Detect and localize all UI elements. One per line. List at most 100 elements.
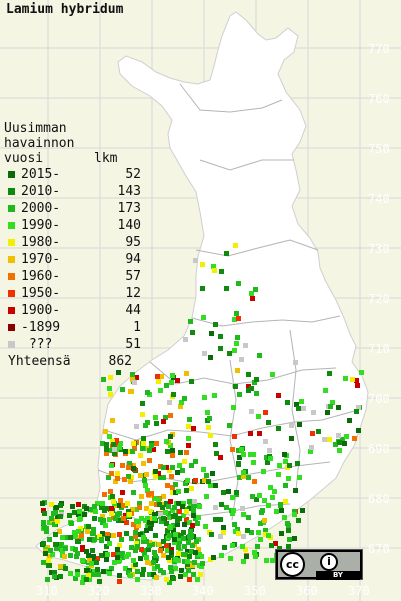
occurrence-square [211,264,216,269]
occurrence-square [159,519,164,524]
occurrence-square [265,460,270,465]
occurrence-square [128,479,133,484]
occurrence-square [143,423,148,428]
occurrence-square [153,533,158,538]
occurrence-square [264,558,269,563]
occurrence-square [58,514,63,519]
legend-swatch [8,239,15,246]
occurrence-square [52,522,57,527]
occurrence-square [68,535,73,540]
occurrence-square [169,550,174,555]
occurrence-square [135,577,140,582]
occurrence-square [230,447,235,452]
occurrence-square [120,387,125,392]
legend-row: 1970- 94 [4,251,141,268]
legend-heading-1: Uusimman [4,121,67,136]
occurrence-square [257,353,262,358]
occurrence-square [170,508,175,513]
cc-license-badge[interactable]: cc i BY [275,549,363,580]
occurrence-square [356,405,361,410]
occurrence-square [355,383,360,388]
occurrence-square [134,375,139,380]
y-tick-label: 750 [368,142,390,156]
occurrence-square [167,515,172,520]
legend-swatch [8,188,15,195]
occurrence-square [130,507,135,512]
occurrence-square [184,450,189,455]
occurrence-square [138,556,143,561]
y-tick-label: 680 [368,492,390,506]
occurrence-square [177,536,182,541]
occurrence-square [233,384,238,389]
occurrence-square [165,449,170,454]
occurrence-square [157,542,162,547]
legend-total-count: 862 [108,354,132,369]
occurrence-square [47,563,52,568]
occurrence-square [111,499,116,504]
occurrence-square [266,420,271,425]
legend-label: 2000- [21,201,61,216]
occurrence-square [276,472,281,477]
occurrence-square [95,556,100,561]
occurrence-square [144,555,149,560]
occurrence-square [169,569,174,574]
occurrence-square [154,421,159,426]
occurrence-square [161,516,166,521]
occurrence-square [240,544,245,549]
occurrence-square [172,537,177,542]
occurrence-square [158,548,163,553]
occurrence-square [73,576,78,581]
occurrence-square [152,512,157,517]
occurrence-square [254,497,259,502]
occurrence-square [109,463,114,468]
occurrence-square [195,577,200,582]
occurrence-square [75,572,80,577]
occurrence-square [147,540,152,545]
occurrence-square [250,494,255,499]
occurrence-square [78,526,83,531]
occurrence-square [52,574,57,579]
occurrence-square [110,439,115,444]
occurrence-square [300,508,305,513]
occurrence-square [146,523,151,528]
occurrence-square [243,343,248,348]
legend-swatch [8,290,15,297]
occurrence-square [168,434,173,439]
occurrence-square [202,478,207,483]
occurrence-square [206,425,211,430]
occurrence-square [311,410,316,415]
occurrence-square [248,431,253,436]
occurrence-square [150,542,155,547]
occurrence-square [92,504,97,509]
occurrence-square [139,494,144,499]
occurrence-square [194,539,199,544]
occurrence-square [189,463,194,468]
occurrence-square [115,547,120,552]
occurrence-square [182,522,187,527]
occurrence-square [188,319,193,324]
legend-count: 94 [125,252,141,267]
occurrence-square [49,570,54,575]
occurrence-square [141,473,146,478]
occurrence-square [131,463,136,468]
occurrence-square [142,478,147,483]
occurrence-square [277,463,282,468]
occurrence-square [182,459,187,464]
occurrence-square [234,311,239,316]
occurrence-square [84,577,89,582]
legend-total-label: Yhteensä [8,354,71,369]
occurrence-square [258,521,263,526]
y-tick-label: 670 [368,542,390,556]
occurrence-square [212,393,217,398]
occurrence-square [204,473,209,478]
legend-label: 1950- [21,286,61,301]
occurrence-square [86,524,91,529]
occurrence-square [249,291,254,296]
legend-swatch [8,273,15,280]
occurrence-square [293,360,298,365]
occurrence-square [100,441,105,446]
occurrence-square [112,560,117,565]
occurrence-square [92,516,97,521]
occurrence-square [241,474,246,479]
occurrence-square [173,490,178,495]
